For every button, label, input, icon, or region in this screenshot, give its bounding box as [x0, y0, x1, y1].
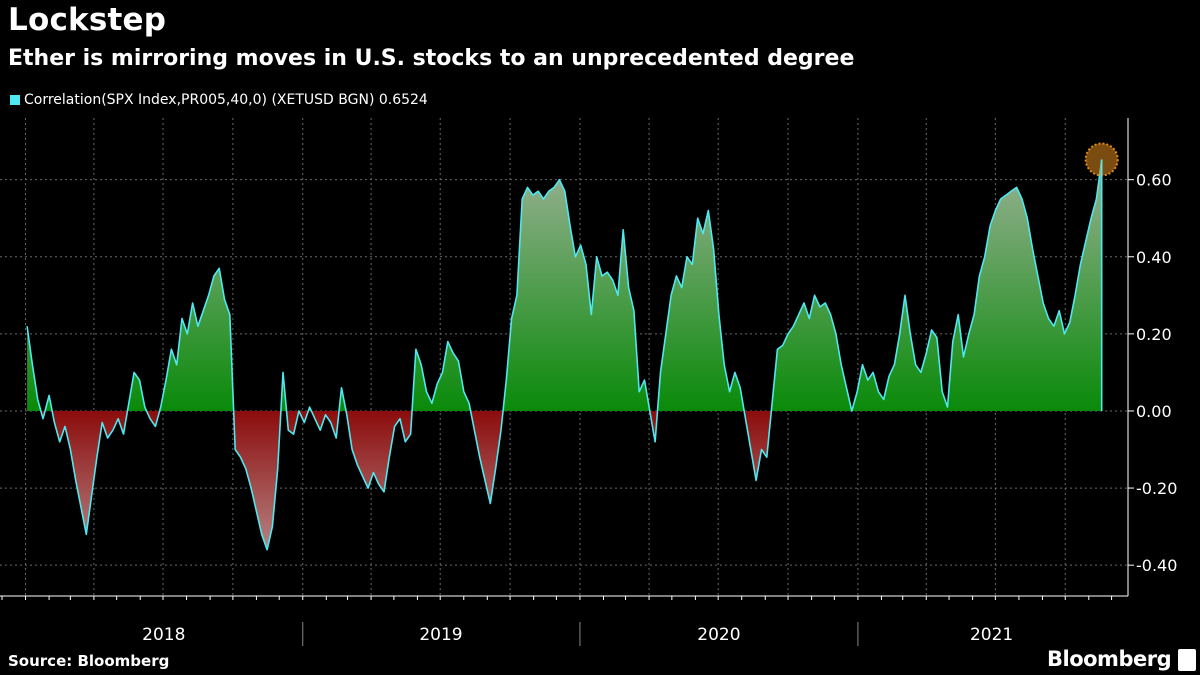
positive-area [27, 159, 1102, 411]
series-line [26, 142, 1119, 551]
y-tick-label: 0.40 [1136, 248, 1172, 267]
y-tick-label: 0.20 [1136, 325, 1172, 344]
y-tick-label: 0.00 [1136, 402, 1172, 421]
chart-subtitle: Ether is mirroring moves in U.S. stocks … [8, 46, 855, 71]
bloomberg-terminal-icon [1178, 649, 1196, 671]
bloomberg-logo: Bloomberg [1047, 647, 1172, 671]
legend-label: Correlation(SPX Index,PR005,40,0) (XETUS… [24, 92, 428, 108]
y-tick-label: 0.60 [1136, 171, 1172, 190]
area-fill [27, 159, 1102, 550]
legend-swatch [10, 95, 20, 105]
axes: -0.40 -0.20 0.00 0.20 0.40 0.60 2018 2019 2020 20… [0, 118, 1177, 646]
x-year-label: 2018 [142, 625, 185, 645]
legend: Correlation(SPX Index,PR005,40,0) (XETUS… [10, 92, 428, 108]
x-year-label: 2020 [697, 625, 740, 645]
x-year-label: 2021 [970, 625, 1013, 645]
y-tick-label: -0.40 [1136, 556, 1177, 575]
correlation-line [26, 159, 1103, 551]
x-year-label: 2019 [419, 625, 462, 645]
chart-title: Lockstep [8, 2, 167, 38]
y-tick-label: -0.20 [1136, 479, 1177, 498]
source-note: Source: Bloomberg [8, 652, 170, 670]
